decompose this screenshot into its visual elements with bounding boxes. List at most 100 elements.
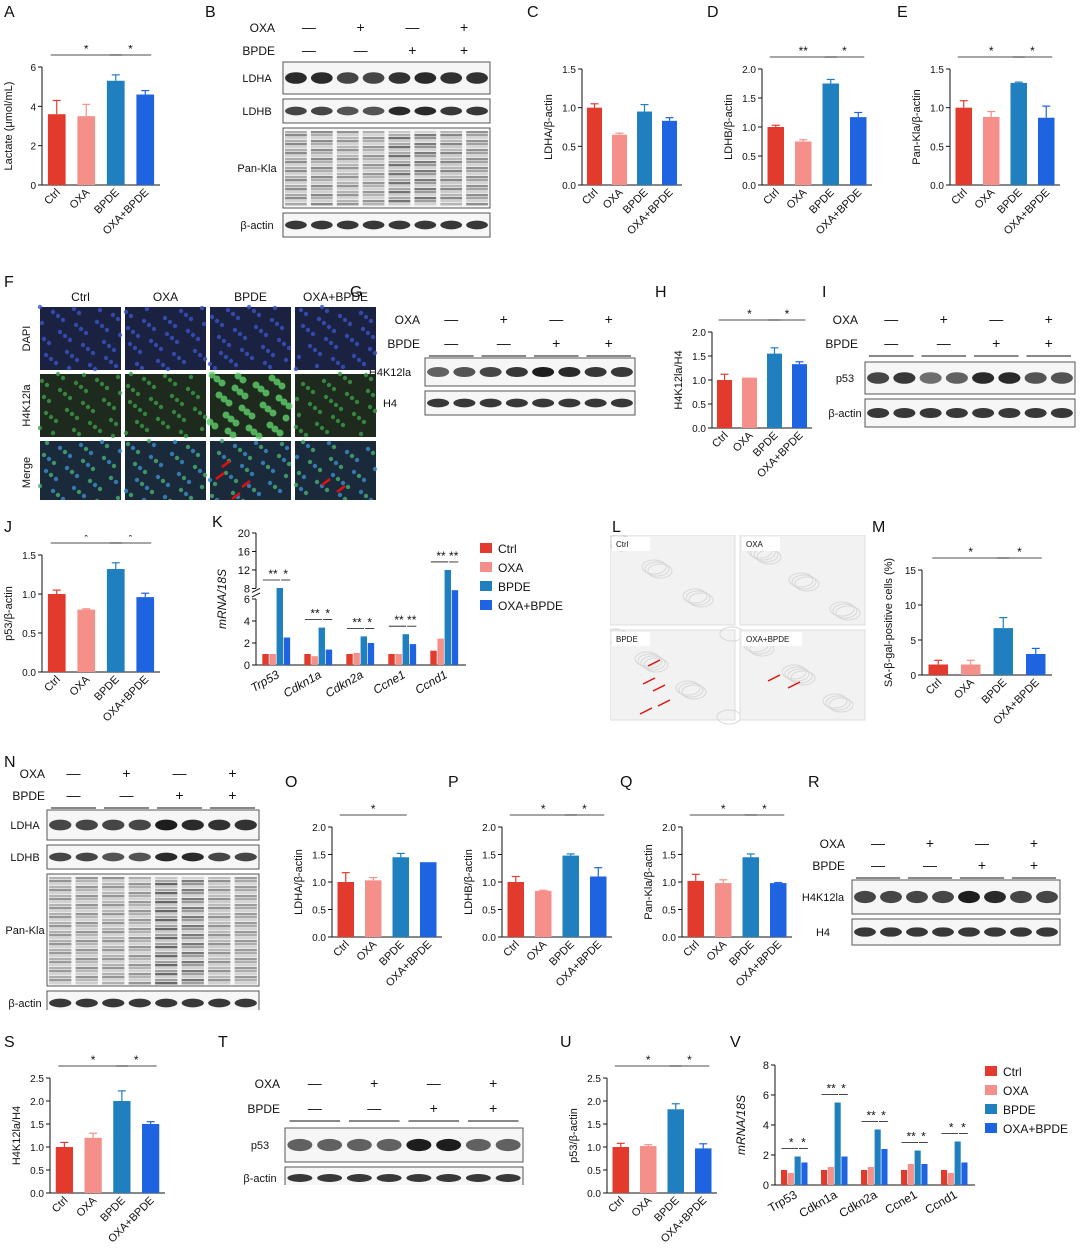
blot-band	[49, 928, 72, 931]
blot-band	[234, 979, 257, 982]
cell-dot	[298, 486, 304, 492]
blot-band	[362, 143, 385, 146]
cell-dot	[372, 350, 378, 356]
significance-marker: *	[367, 615, 372, 629]
cell-dot	[142, 411, 148, 417]
panel-letter: C	[527, 4, 539, 21]
blot-band	[984, 927, 1006, 937]
blot-band	[285, 176, 307, 179]
blot-band	[1050, 372, 1073, 384]
cell-dot	[222, 411, 230, 419]
blot-band	[128, 946, 151, 949]
blot-band	[414, 200, 437, 203]
blot-band	[972, 372, 995, 384]
blot-band	[234, 940, 257, 943]
cell-dot	[41, 394, 47, 400]
cell-dot	[171, 409, 177, 415]
blot-band	[102, 916, 125, 919]
cell-dot	[199, 484, 205, 490]
cell-dot	[202, 356, 208, 362]
blot-band	[285, 185, 307, 188]
bar	[55, 1147, 73, 1193]
blot-band	[362, 170, 385, 173]
cell-dot	[271, 425, 279, 433]
cell-dot	[132, 345, 138, 351]
bar	[827, 1167, 834, 1185]
blot-band	[906, 927, 928, 937]
cell-dot	[328, 398, 334, 404]
cell-dot	[208, 371, 216, 379]
blot-band	[49, 998, 72, 1008]
cell-dot	[372, 408, 378, 414]
bar	[770, 883, 787, 937]
blot-band	[558, 366, 581, 378]
blot-band	[155, 934, 178, 937]
blot-band	[234, 886, 257, 889]
cell-dot	[303, 490, 309, 496]
cell-dot	[176, 471, 182, 477]
blot-band	[336, 161, 359, 164]
bar	[881, 1149, 888, 1185]
significance-marker: *	[989, 45, 994, 58]
cell-dot	[55, 492, 61, 498]
blot-band	[49, 979, 72, 982]
blot-band	[181, 907, 204, 910]
blot-band	[155, 967, 178, 970]
blot-band	[75, 952, 98, 955]
blot-band	[128, 880, 151, 883]
blot-band	[75, 946, 98, 949]
y-tick-label: 4	[763, 1120, 769, 1132]
cell-dot	[277, 488, 283, 494]
blot-band	[532, 366, 555, 378]
cell-dot	[202, 414, 208, 420]
blot-band	[208, 967, 231, 970]
cell-dot	[155, 474, 161, 480]
blot-band	[466, 134, 488, 137]
blot-band	[49, 925, 72, 928]
blot-band	[610, 366, 633, 378]
blot-band	[440, 158, 463, 161]
blot-band	[234, 892, 257, 895]
bar	[767, 127, 784, 185]
cell-dot	[50, 430, 56, 436]
blot-band	[208, 946, 231, 949]
bar	[77, 609, 96, 672]
blot-band	[155, 892, 178, 895]
cell-dot	[266, 421, 274, 429]
cell-dot	[265, 464, 271, 470]
cell-dot	[188, 495, 194, 500]
protein-label: H4K12la	[369, 367, 412, 379]
significance-marker: *	[134, 1055, 139, 1067]
blot-band	[102, 904, 125, 907]
significance-marker: *	[283, 567, 288, 581]
cell-dot	[174, 455, 180, 461]
cell-dot	[337, 371, 343, 377]
cell-dot	[195, 452, 201, 458]
blot-band	[440, 173, 463, 176]
cell-dot	[46, 340, 52, 346]
treatment-label: BPDE	[825, 337, 858, 351]
blot-band	[285, 194, 307, 197]
blot-band	[181, 925, 204, 928]
blot-band	[984, 890, 1006, 904]
sign-marker: +	[1030, 857, 1038, 873]
blot-band	[414, 170, 437, 173]
y-axis-label: LDHB/β-actin	[463, 849, 475, 915]
tissue-texture	[681, 684, 707, 700]
significance-marker: *	[841, 1082, 846, 1096]
protein-label: p53	[251, 1140, 269, 1152]
cell-dot	[139, 423, 145, 429]
blot-band	[285, 152, 307, 155]
blot-band	[376, 1138, 402, 1152]
protein-label: β-actin	[243, 1173, 276, 1185]
blot-band	[310, 134, 333, 137]
cell-dot	[225, 307, 231, 313]
blot-band	[234, 877, 257, 880]
blot-band	[49, 964, 72, 967]
blot-band	[128, 964, 151, 967]
y-tick-label: 1.0	[930, 104, 944, 115]
bar	[409, 644, 417, 665]
blot-band	[181, 904, 204, 907]
